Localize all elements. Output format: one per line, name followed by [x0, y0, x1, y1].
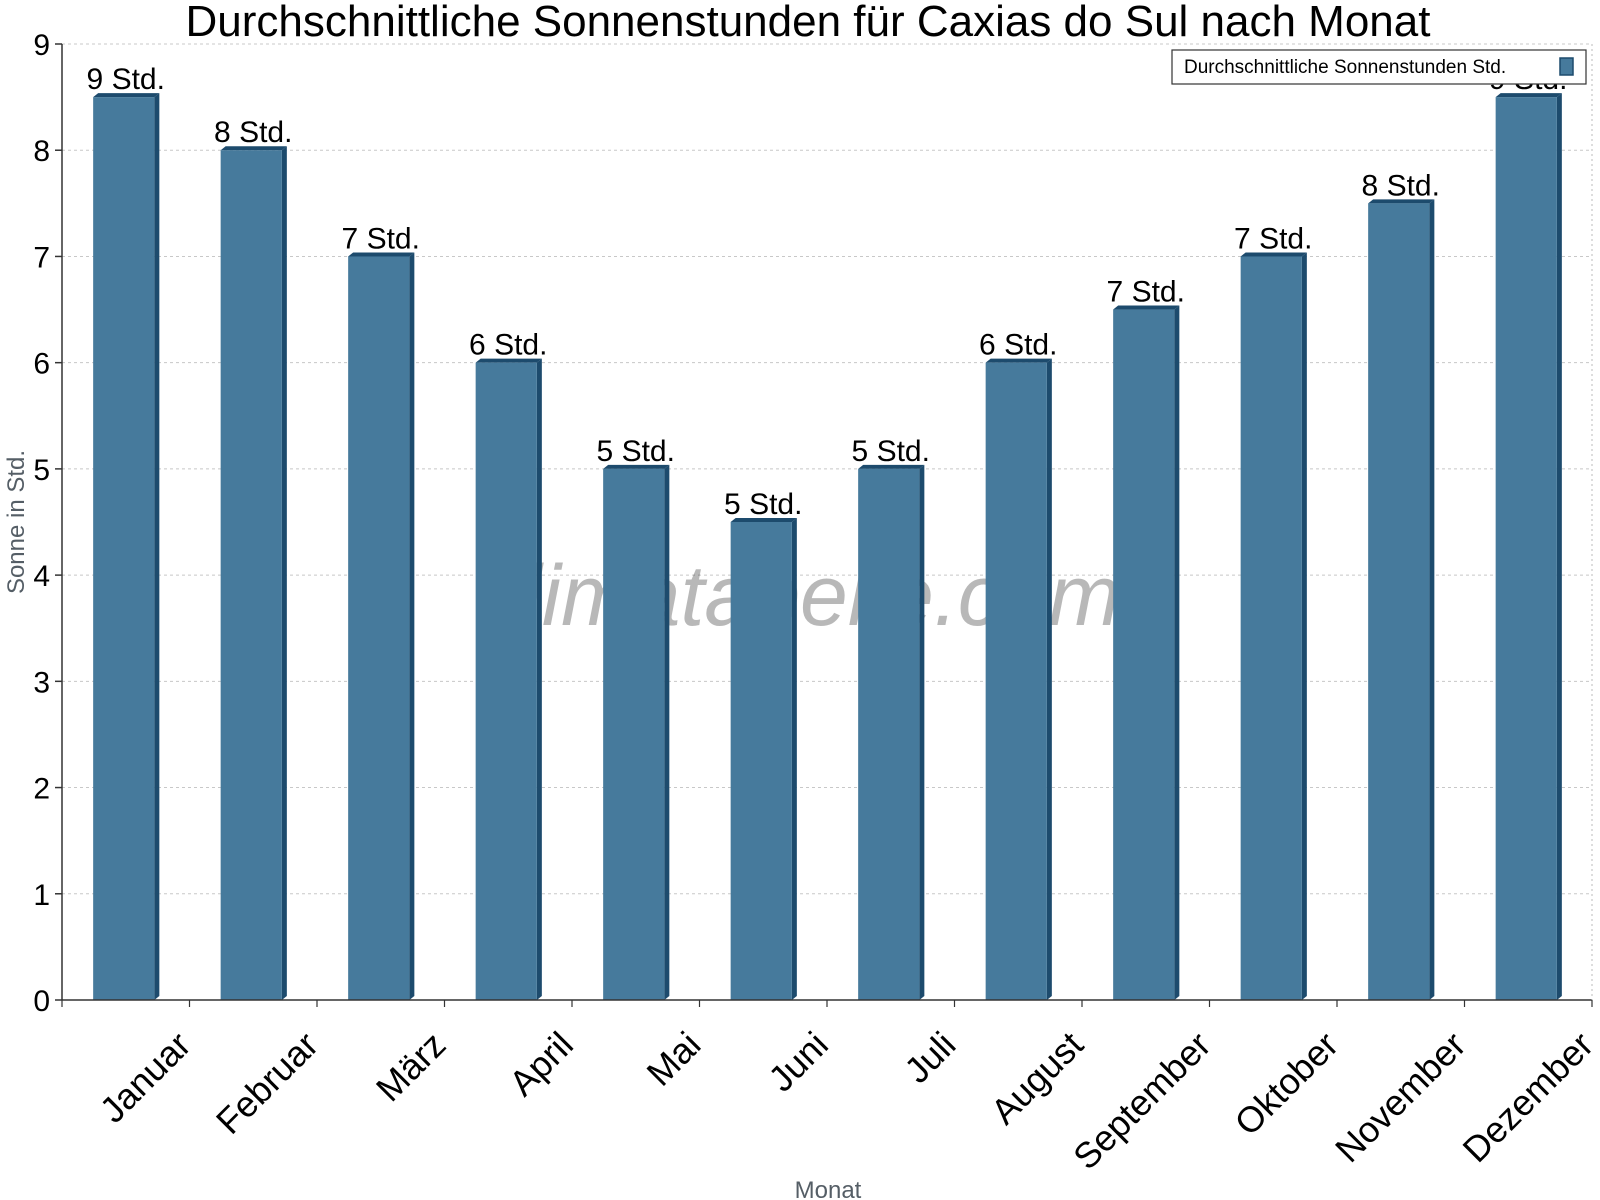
bar-side: [919, 464, 925, 1000]
bar-side: [664, 464, 670, 1000]
y-tick-labels: 0 1 2 3 4 5 6 7 8 9: [33, 29, 62, 1018]
bar-top: [1240, 252, 1307, 257]
bar-side: [1301, 252, 1307, 1000]
bar-side: [791, 518, 797, 1000]
bar: [730, 522, 792, 1000]
bar: [858, 468, 920, 1000]
bar-top: [1113, 305, 1180, 310]
y-tick-label: 8: [33, 135, 50, 168]
y-tick-label: 7: [33, 241, 50, 274]
x-tick-label: Juli: [896, 1024, 963, 1091]
bar-side: [536, 358, 542, 1001]
bar-side: [1556, 93, 1562, 1001]
x-axis-label: Monat: [795, 1177, 862, 1200]
bar: [220, 150, 282, 1000]
bar-top: [858, 464, 925, 469]
x-tick-label: November: [1327, 1024, 1473, 1170]
data-label: 6 Std.: [469, 329, 547, 362]
bar-top: [220, 146, 287, 151]
bar-side: [1174, 305, 1180, 1000]
legend-swatch: [1559, 57, 1574, 76]
x-tick-label: Februar: [208, 1024, 326, 1142]
bar-side: [409, 252, 415, 1000]
bar: [93, 97, 155, 1001]
bar: [1113, 309, 1175, 1000]
y-tick-label: 1: [33, 879, 50, 912]
bar: [1240, 256, 1302, 1000]
x-tick-label: Mai: [638, 1024, 708, 1094]
bar-top: [730, 518, 797, 522]
y-axis-label: Sonne in Std.: [3, 450, 30, 594]
bar: [1368, 203, 1430, 1001]
y-tick-label: 5: [33, 454, 50, 487]
data-label: 7 Std.: [342, 222, 420, 255]
data-label: 6 Std.: [979, 329, 1057, 362]
bar: [475, 362, 537, 1001]
data-label: 8 Std.: [214, 116, 292, 149]
y-tick-label: 4: [33, 560, 50, 593]
x-tick-label: September: [1065, 1024, 1219, 1178]
bar-side: [1046, 358, 1052, 1001]
y-tick-label: 0: [33, 985, 50, 1018]
x-tick-label: Juni: [760, 1024, 836, 1100]
data-label: 5 Std.: [724, 488, 802, 521]
x-tick-label: März: [368, 1024, 454, 1110]
bar-top: [475, 358, 542, 363]
x-tick-label: Oktober: [1226, 1024, 1346, 1144]
bar: [985, 362, 1047, 1001]
data-label: 7 Std.: [1107, 276, 1185, 309]
x-tick-label: August: [983, 1024, 1091, 1132]
bar: [348, 256, 410, 1000]
bar-top: [93, 93, 160, 98]
data-label: 9 Std.: [87, 63, 165, 96]
data-label: 7 Std.: [1234, 222, 1312, 255]
legend-box: [1171, 49, 1587, 85]
chart-title: Durchschnittliche Sonnenstunden für Caxi…: [186, 0, 1431, 46]
bar-top: [348, 252, 415, 257]
data-label: 5 Std.: [852, 435, 930, 468]
bar: [1495, 97, 1557, 1001]
bar-side: [1429, 199, 1435, 1001]
x-tick-label: April: [501, 1024, 581, 1104]
bar-side: [154, 93, 160, 1001]
bar-top: [1495, 93, 1562, 98]
y-tick-label: 9: [33, 29, 50, 62]
data-labels: 9 Std. 8 Std. 7 Std. 6 Std. 5 Std. 5 Std. 5 St…: [87, 63, 1568, 521]
bar: [603, 468, 665, 1000]
bar-top: [603, 464, 670, 469]
bar-top: [985, 358, 1052, 363]
x-tick-labels: Januar Februar März April Mai Juni Juli AugustS…: [61, 1000, 1600, 1178]
y-tick-label: 2: [33, 773, 50, 806]
y-tick-label: 3: [33, 666, 50, 699]
data-label: 5 Std.: [597, 435, 675, 468]
bar-side: [281, 146, 287, 1000]
bars: [93, 93, 1562, 1001]
grid-lines: [62, 43, 1592, 895]
data-label: 8 Std.: [1362, 169, 1440, 202]
x-tick-label: Dezember: [1455, 1024, 1600, 1170]
legend-label: Durchschnittliche Sonnenstunden Std.: [1184, 57, 1506, 78]
y-tick-label: 6: [33, 348, 50, 381]
bar-top: [1368, 199, 1435, 204]
x-tick-label: Januar: [92, 1024, 199, 1131]
legend: Durchschnittliche Sonnenstunden Std.: [1171, 49, 1587, 85]
